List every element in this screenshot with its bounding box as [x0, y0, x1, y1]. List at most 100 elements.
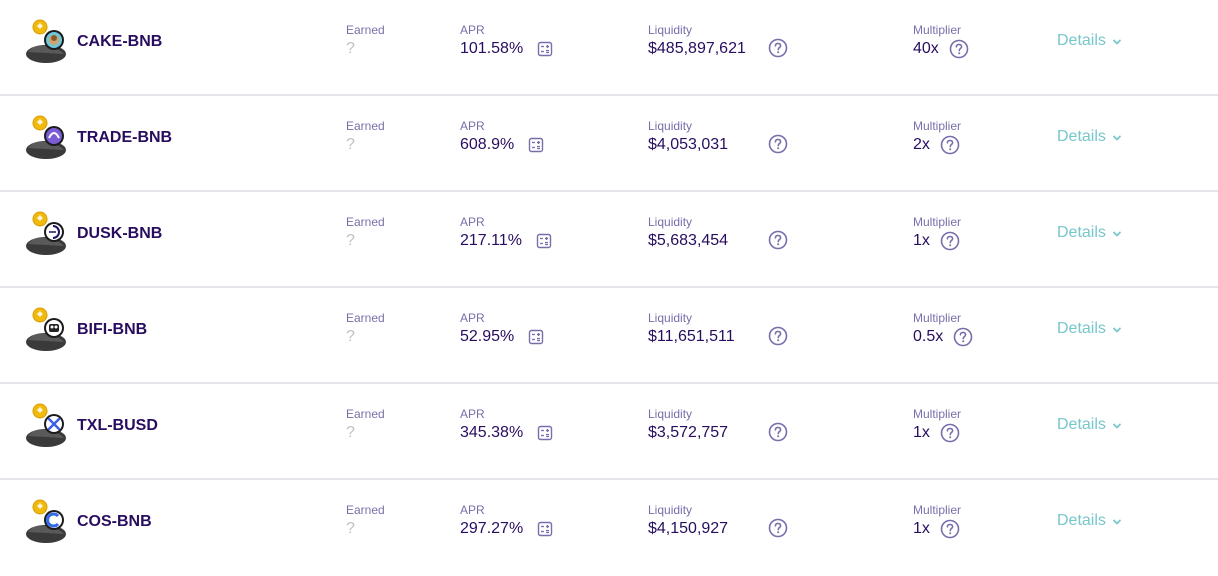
farm-row[interactable]: COS-BNB Earned? APR 297.27% Liquidity $4,150,… [0, 480, 1218, 576]
apr-cell: APR 101.58% [460, 22, 553, 60]
multiplier-cell: Multiplier 2x [913, 118, 961, 156]
apr-cell: APR 52.95% [460, 310, 544, 348]
liquidity-help-icon[interactable] [768, 38, 788, 58]
calculator-icon[interactable] [528, 329, 544, 345]
details-button[interactable]: Details [1057, 224, 1123, 242]
farm-name: COS-BNB [77, 513, 152, 530]
earned-label: Earned [346, 503, 385, 517]
multiplier-help-icon[interactable] [953, 327, 973, 347]
multiplier-cell: Multiplier 1x [913, 214, 961, 252]
multiplier-label: Multiplier [913, 23, 962, 37]
farm-cell: CAKE-BNB [24, 18, 162, 66]
liquidity-help-icon[interactable] [768, 326, 788, 346]
farm-row[interactable]: BIFI-BNB Earned? APR 52.95% Liquidity $11,651… [0, 288, 1218, 384]
token-pair-icon [24, 306, 70, 354]
farm-name: DUSK-BNB [77, 225, 163, 242]
chevron-down-icon [1111, 323, 1123, 335]
earned-label: Earned [346, 119, 385, 133]
chevron-down-icon [1111, 515, 1123, 527]
liquidity-cell: Liquidity $485,897,621 [648, 22, 746, 60]
details-button[interactable]: Details [1057, 32, 1123, 50]
multiplier-help-icon[interactable] [940, 423, 960, 443]
apr-cell: APR 345.38% [460, 406, 553, 444]
details-button[interactable]: Details [1057, 416, 1123, 434]
apr-label: APR [460, 503, 485, 517]
multiplier-label: Multiplier [913, 503, 962, 517]
liquidity-cell: Liquidity $4,053,031 [648, 118, 728, 156]
earned-value: ? [346, 232, 355, 249]
farm-cell: TRADE-BNB [24, 114, 172, 162]
multiplier-cell: Multiplier 0.5x [913, 310, 973, 348]
liquidity-label: Liquidity [648, 23, 693, 37]
farm-cell: BIFI-BNB [24, 306, 147, 354]
earned-value: ? [346, 328, 355, 345]
liquidity-value: $11,651,511 [648, 328, 735, 345]
details-button[interactable]: Details [1057, 320, 1123, 338]
liquidity-cell: Liquidity $4,150,927 [648, 502, 728, 540]
calculator-icon[interactable] [528, 137, 544, 153]
liquidity-help-icon[interactable] [768, 422, 788, 442]
farm-row[interactable]: TRADE-BNB Earned? APR 608.9% Liquidity $4,053… [0, 96, 1218, 192]
apr-label: APR [460, 119, 485, 133]
multiplier-help-icon[interactable] [940, 231, 960, 251]
liquidity-label: Liquidity [648, 503, 693, 517]
earned-cell: Earned? [346, 502, 385, 540]
farm-row[interactable]: TXL-BUSD Earned? APR 345.38% Liquidity $3,572… [0, 384, 1218, 480]
farm-cell: COS-BNB [24, 498, 152, 546]
details-button[interactable]: Details [1057, 512, 1123, 530]
details-label: Details [1057, 416, 1106, 433]
liquidity-help-icon[interactable] [768, 230, 788, 250]
liquidity-help-icon[interactable] [768, 518, 788, 538]
earned-value: ? [346, 424, 355, 441]
token-pair-icon [24, 210, 70, 258]
details-button[interactable]: Details [1057, 128, 1123, 146]
calculator-icon[interactable] [537, 425, 553, 441]
farm-row[interactable]: DUSK-BNB Earned? APR 217.11% Liquidity $5,683… [0, 192, 1218, 288]
multiplier-value: 0.5x [913, 328, 944, 345]
apr-value: 297.27% [460, 520, 524, 537]
liquidity-value: $485,897,621 [648, 40, 746, 57]
earned-label: Earned [346, 407, 385, 421]
multiplier-value: 1x [913, 232, 930, 249]
calculator-icon[interactable] [537, 521, 553, 537]
liquidity-label: Liquidity [648, 407, 693, 421]
earned-cell: Earned? [346, 310, 385, 348]
liquidity-label: Liquidity [648, 311, 693, 325]
apr-cell: APR 608.9% [460, 118, 544, 156]
token-pair-icon [24, 402, 70, 450]
multiplier-help-icon[interactable] [940, 519, 960, 539]
farm-row[interactable]: CAKE-BNB Earned? APR 101.58% Liquidity $485,8… [0, 0, 1218, 96]
liquidity-cell: Liquidity $5,683,454 [648, 214, 728, 252]
earned-value: ? [346, 520, 355, 537]
farm-name: TRADE-BNB [77, 129, 173, 146]
apr-value: 345.38% [460, 424, 524, 441]
farm-name: CAKE-BNB [77, 33, 163, 50]
earned-label: Earned [346, 23, 385, 37]
multiplier-label: Multiplier [913, 407, 962, 421]
apr-cell: APR 297.27% [460, 502, 553, 540]
farm-cell: TXL-BUSD [24, 402, 158, 450]
multiplier-help-icon[interactable] [940, 135, 960, 155]
liquidity-help-icon[interactable] [768, 134, 788, 154]
apr-value: 52.95% [460, 328, 515, 345]
apr-value: 101.58% [460, 40, 524, 57]
earned-value: ? [346, 40, 355, 57]
calculator-icon[interactable] [536, 233, 552, 249]
multiplier-value: 40x [913, 40, 939, 57]
details-label: Details [1057, 320, 1106, 337]
multiplier-help-icon[interactable] [949, 39, 969, 59]
multiplier-value: 1x [913, 520, 930, 537]
chevron-down-icon [1111, 227, 1123, 239]
farm-name: BIFI-BNB [77, 321, 148, 338]
liquidity-value: $4,053,031 [648, 136, 729, 153]
multiplier-cell: Multiplier 1x [913, 502, 961, 540]
farm-name: TXL-BUSD [77, 417, 158, 434]
liquidity-cell: Liquidity $11,651,511 [648, 310, 735, 348]
multiplier-value: 2x [913, 136, 930, 153]
farm-cell: DUSK-BNB [24, 210, 162, 258]
calculator-icon[interactable] [537, 41, 553, 57]
token-pair-icon [24, 18, 70, 66]
multiplier-label: Multiplier [913, 119, 962, 133]
liquidity-label: Liquidity [648, 119, 693, 133]
